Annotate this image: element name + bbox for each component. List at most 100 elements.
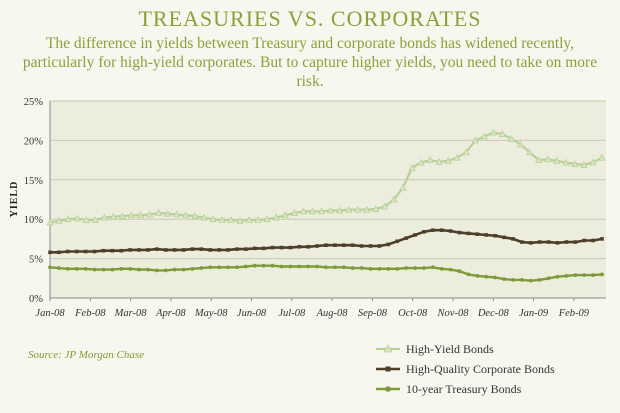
data-point-high-yield	[562, 158, 570, 166]
data-point-high-yield	[118, 212, 127, 219]
data-point-high-quality	[137, 248, 141, 252]
data-point-high-quality	[226, 248, 230, 252]
data-point-treasury	[475, 274, 480, 278]
data-point-treasury	[519, 277, 524, 282]
data-point-high-yield	[408, 164, 416, 171]
data-point-high-yield	[353, 205, 362, 213]
data-point-high-quality	[66, 249, 70, 254]
data-point-treasury	[448, 267, 453, 272]
data-point-treasury	[564, 274, 569, 278]
data-point-high-quality	[591, 238, 595, 243]
x-tick-label: Aug-08	[316, 308, 349, 319]
data-point-treasury	[48, 265, 52, 270]
data-point-high-yield	[399, 183, 407, 191]
data-point-high-quality	[306, 244, 310, 249]
x-tick-label: Jan-09	[519, 308, 549, 319]
data-point-high-yield	[444, 157, 452, 164]
data-point-high-yield	[55, 216, 63, 224]
data-point-high-yield	[553, 157, 561, 164]
data-point-high-quality	[422, 230, 426, 234]
data-point-high-yield	[335, 206, 344, 214]
y-tick-label: 10%	[24, 215, 44, 226]
data-point-high-quality	[457, 230, 462, 235]
data-point-high-yield	[516, 140, 525, 148]
data-point-high-quality	[297, 244, 302, 249]
data-point-high-yield	[254, 216, 262, 223]
data-point-high-yield	[218, 216, 226, 223]
data-point-treasury	[57, 266, 61, 270]
data-point-treasury	[199, 266, 204, 270]
data-point-treasury	[493, 275, 498, 280]
data-point-high-quality	[404, 236, 408, 240]
data-point-high-quality	[48, 250, 52, 255]
data-point-treasury	[306, 264, 311, 269]
data-point-treasury	[146, 267, 150, 272]
data-point-treasury	[395, 266, 400, 271]
data-point-high-quality	[190, 247, 195, 251]
data-point-high-quality	[83, 249, 88, 254]
data-point-high-yield	[227, 216, 235, 223]
x-tick-label: Feb-08	[74, 308, 106, 319]
data-point-high-yield	[136, 211, 145, 219]
y-tick-label: 15%	[24, 176, 44, 187]
data-point-high-yield	[571, 160, 579, 167]
data-point-high-yield	[390, 195, 398, 203]
data-point-treasury	[466, 272, 471, 277]
data-point-high-yield	[426, 156, 434, 163]
data-point-high-yield	[163, 209, 172, 217]
data-point-high-yield	[417, 158, 425, 166]
data-point-high-quality	[555, 241, 560, 245]
data-point-high-quality	[475, 232, 480, 236]
data-point-treasury	[101, 267, 106, 272]
data-point-high-quality	[110, 248, 115, 253]
data-point-high-yield	[598, 153, 606, 161]
data-point-treasury	[457, 269, 462, 274]
data-point-treasury	[439, 266, 444, 271]
data-point-high-yield	[272, 213, 280, 221]
data-point-high-yield	[372, 205, 380, 212]
data-point-high-quality	[573, 240, 578, 244]
data-point-treasury	[377, 266, 382, 271]
x-tick-label: Dec-08	[477, 308, 510, 319]
y-axis-label: YIELD	[9, 181, 20, 218]
data-point-high-yield	[344, 205, 353, 213]
data-point-high-quality	[546, 240, 551, 244]
legend-label-high-yield: High-Yield Bonds	[406, 342, 494, 356]
data-point-treasury	[226, 265, 230, 270]
data-point-high-quality	[315, 244, 319, 248]
data-point-high-yield	[109, 213, 118, 220]
data-point-treasury	[163, 268, 168, 273]
data-point-high-quality	[92, 249, 97, 254]
data-point-high-yield	[317, 207, 326, 215]
data-point-treasury	[484, 274, 489, 279]
data-point-high-quality	[466, 231, 471, 236]
data-point-high-quality	[101, 248, 106, 253]
data-point-high-yield	[498, 130, 507, 137]
data-point-treasury	[83, 266, 88, 271]
data-point-high-quality	[324, 243, 328, 248]
data-point-treasury	[270, 263, 275, 268]
data-point-treasury	[430, 265, 435, 270]
data-point-high-yield	[534, 156, 543, 163]
data-point-high-quality	[386, 242, 391, 247]
x-tick-label: Feb-09	[558, 308, 590, 319]
data-point-high-yield	[46, 218, 54, 226]
data-point-treasury	[350, 266, 355, 270]
data-point-high-quality	[235, 247, 239, 251]
data-point-high-quality	[484, 233, 489, 237]
x-tick-label: May-08	[194, 308, 228, 319]
data-point-high-yield	[173, 210, 181, 218]
data-point-treasury	[128, 266, 133, 271]
data-point-high-yield	[299, 207, 308, 215]
data-point-high-quality	[288, 245, 293, 250]
data-point-high-yield	[263, 215, 271, 223]
data-point-high-yield	[290, 209, 299, 216]
data-point-treasury	[235, 265, 239, 270]
data-point-high-quality	[511, 237, 515, 241]
legend-marker-treasury	[385, 386, 391, 392]
data-point-treasury	[324, 265, 328, 270]
data-point-treasury	[422, 266, 426, 270]
data-point-treasury	[315, 264, 319, 269]
y-tick-label: 25%	[24, 97, 44, 108]
data-point-treasury	[154, 268, 159, 273]
